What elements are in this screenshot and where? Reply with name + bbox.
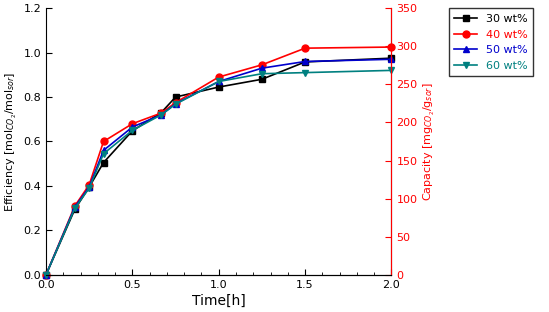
50 wt% [172,102,179,105]
60 wt% [158,113,165,117]
50 wt% [43,273,49,277]
60 wt% [100,152,107,156]
30 wt% [43,273,49,277]
X-axis label: Time[h]: Time[h] [192,294,245,308]
Legend: 30 wt%, 40 wt%, 50 wt%, 60 wt%: 30 wt%, 40 wt%, 50 wt%, 60 wt% [449,8,533,76]
30 wt% [259,77,265,81]
50 wt% [158,113,165,117]
60 wt% [172,102,179,106]
30 wt% [172,95,179,99]
30 wt% [215,85,222,89]
Line: 50 wt%: 50 wt% [42,56,395,278]
60 wt% [259,72,265,76]
50 wt% [129,125,136,129]
40 wt% [100,139,107,143]
40 wt% [259,63,265,67]
30 wt% [100,161,107,164]
50 wt% [71,205,78,209]
30 wt% [86,185,92,189]
50 wt% [302,60,309,63]
50 wt% [215,80,222,83]
30 wt% [158,111,165,115]
30 wt% [129,129,136,133]
50 wt% [388,57,395,61]
60 wt% [71,206,78,210]
50 wt% [100,149,107,152]
Line: 60 wt%: 60 wt% [42,67,395,278]
40 wt% [129,122,136,126]
60 wt% [215,80,222,83]
60 wt% [388,69,395,72]
40 wt% [158,111,165,115]
40 wt% [302,46,309,50]
Line: 30 wt%: 30 wt% [42,55,395,278]
40 wt% [86,183,92,187]
30 wt% [388,56,395,60]
Y-axis label: Efficiency [mol$_{CO_2}$/mol$_{sor}$]: Efficiency [mol$_{CO_2}$/mol$_{sor}$] [4,71,19,212]
40 wt% [43,273,49,277]
30 wt% [71,207,78,211]
60 wt% [43,273,49,277]
Line: 40 wt%: 40 wt% [42,44,395,278]
40 wt% [71,204,78,208]
50 wt% [86,185,92,189]
60 wt% [302,71,309,75]
40 wt% [215,75,222,79]
60 wt% [129,129,136,132]
60 wt% [86,186,92,190]
50 wt% [259,66,265,70]
Y-axis label: Capacity [mg$_{CO_2}$/g$_{sor}$]: Capacity [mg$_{CO_2}$/g$_{sor}$] [422,82,436,201]
40 wt% [388,45,395,49]
30 wt% [302,60,309,64]
40 wt% [172,101,179,105]
